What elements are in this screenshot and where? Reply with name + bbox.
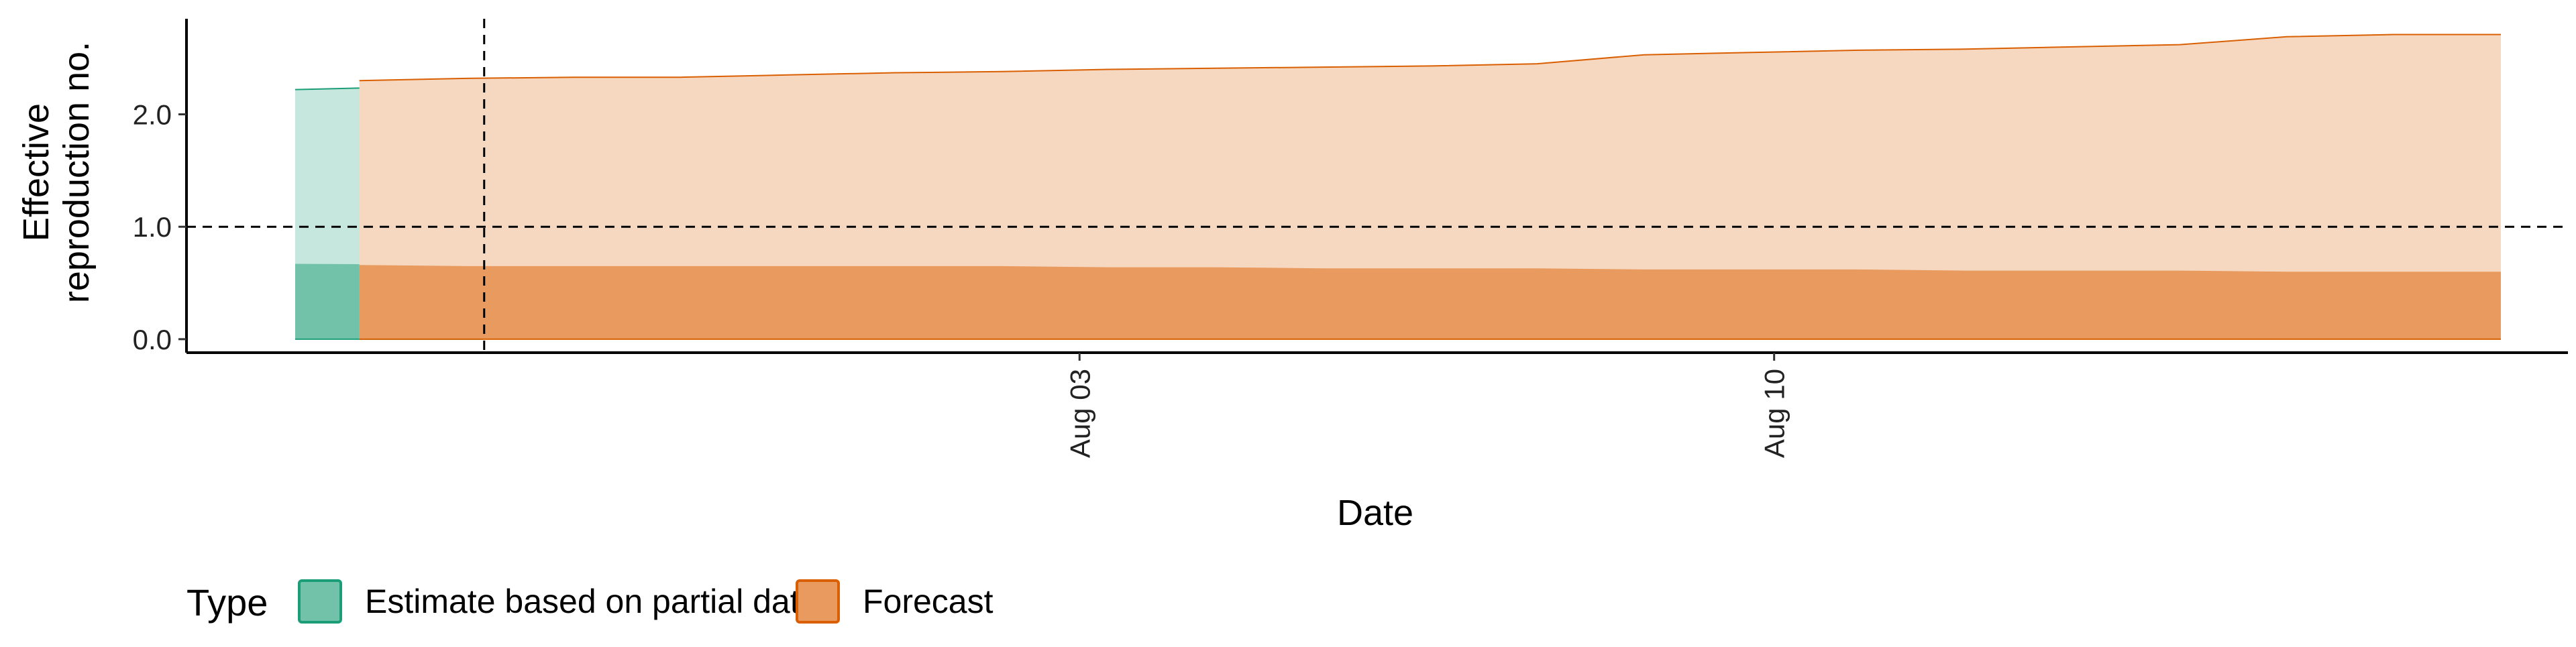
legend-swatch-estimate xyxy=(298,579,342,624)
band-inner-forecast xyxy=(359,265,2502,339)
y-axis-ticks: 0.0 1.0 2.0 xyxy=(133,99,186,355)
reference-lines xyxy=(186,19,2568,353)
x-tick-label: Aug 10 xyxy=(1759,369,1790,458)
legend-label-estimate: Estimate based on partial data xyxy=(365,583,818,620)
x-tick-label: Aug 03 xyxy=(1064,369,1095,458)
y-axis-title-line: reproduction no. xyxy=(56,42,97,303)
x-axis-ticks: Aug 03 Aug 10 xyxy=(1064,353,1790,458)
legend: Type Estimate based on partial data Foreca… xyxy=(186,579,994,624)
axes xyxy=(185,19,2568,354)
area-layer xyxy=(294,34,2502,340)
y-tick-label: 2.0 xyxy=(133,99,172,131)
band-outer-forecast xyxy=(359,34,2502,339)
legend-title: Type xyxy=(186,581,268,624)
legend-swatch-forecast xyxy=(796,579,840,624)
y-axis-title-line: Effective xyxy=(16,103,56,241)
y-tick-label: 0.0 xyxy=(133,324,172,355)
band-outer-edge-forecast xyxy=(359,34,2501,82)
legend-label-forecast: Forecast xyxy=(863,583,994,620)
y-axis-title: Effective reproduction no. xyxy=(16,42,97,303)
x-axis-title: Date xyxy=(1337,493,1413,533)
y-tick-label: 1.0 xyxy=(133,211,172,243)
